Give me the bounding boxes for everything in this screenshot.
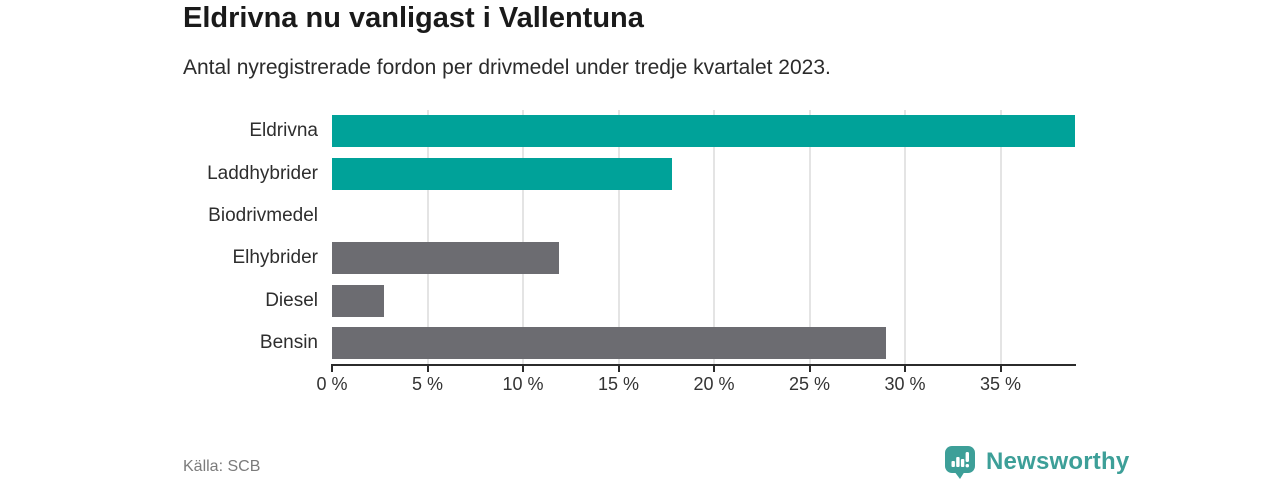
category-label-elhybrider: Elhybrider [232, 247, 318, 269]
x-tick-20 [713, 366, 715, 372]
bar-diesel [332, 284, 384, 317]
x-tick-25 [808, 366, 811, 372]
gridline-10 [522, 110, 524, 364]
x-tick-label-20: 20 % [693, 374, 735, 394]
x-tick-label-25: 25 % [788, 374, 831, 394]
newsworthy-logo-icon [945, 446, 975, 479]
category-label-biodrivmedel: Biodrivmedel [208, 204, 318, 226]
x-tick-0 [331, 366, 333, 372]
gridline-15 [617, 110, 620, 364]
x-axis-line [331, 364, 1076, 366]
plot-area [332, 110, 1075, 364]
category-label-laddhybrider: Laddhybrider [207, 162, 318, 184]
gridline-5 [426, 110, 429, 364]
category-label-diesel: Diesel [265, 289, 318, 311]
x-tick-label-0: 0 % [316, 374, 348, 394]
x-tick-label-10: 10 % [502, 374, 544, 394]
x-tick-label-30: 30 % [884, 374, 926, 394]
x-tick-35 [999, 366, 1002, 372]
gridline-20 [713, 110, 715, 364]
x-tick-15 [617, 366, 620, 372]
gridline-30 [904, 110, 906, 364]
x-tick-10 [522, 366, 524, 372]
newsworthy-logo-text: Newsworthy [986, 448, 1130, 475]
category-label-bensin: Bensin [259, 331, 318, 353]
gridline-25 [808, 110, 811, 364]
x-tick-label-15: 15 % [597, 374, 640, 394]
chart-subtitle: Antal nyregistrerade fordon per drivmede… [183, 56, 831, 79]
x-tick-30 [904, 366, 906, 372]
category-label-eldrivna: Eldrivna [249, 120, 318, 142]
x-tick-5 [426, 366, 429, 372]
chart-title: Eldrivna nu vanligast i Vallentuna [183, 2, 644, 34]
gridline-35 [999, 110, 1002, 364]
bar-elhybrider [332, 242, 560, 275]
bar-eldrivna [332, 115, 1075, 148]
x-tick-label-5: 5 % [411, 374, 444, 394]
bar-bensin [332, 326, 886, 359]
newsworthy-logo: Newsworthy [944, 445, 1129, 479]
source-note: Källa: SCB [183, 458, 261, 475]
x-tick-label-35: 35 % [979, 374, 1022, 394]
bar-laddhybrider [332, 157, 672, 190]
